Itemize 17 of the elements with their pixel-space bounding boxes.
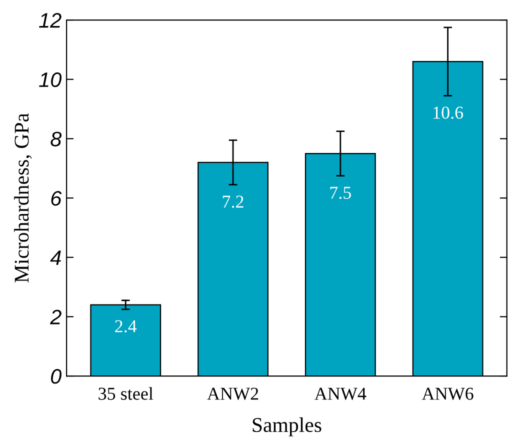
y-tick-label: 0 [51,369,62,384]
x-tick-label: 35 steel [98,387,154,400]
x-tick-label: ANW2 [207,388,258,400]
x-tick-label: ANW4 [314,388,366,400]
y-tick-label: 2 [50,310,62,324]
y-tick-label: 6 [51,191,62,206]
y-tick-label: 10 [39,72,62,88]
y-tick-label: 12 [39,13,62,28]
x-axis-title: Samples [252,417,322,436]
data-label: 7.5 [330,186,351,199]
x-tick-label: ANW6 [422,388,474,400]
data-label: 10.6 [434,106,464,119]
data-label: 7.2 [222,196,244,208]
data-label: 2.4 [115,320,137,332]
y-tick-label: 4 [50,250,61,265]
y-tick-label: 8 [50,132,62,146]
y-axis-title: Microhardness, GPa [14,113,32,282]
